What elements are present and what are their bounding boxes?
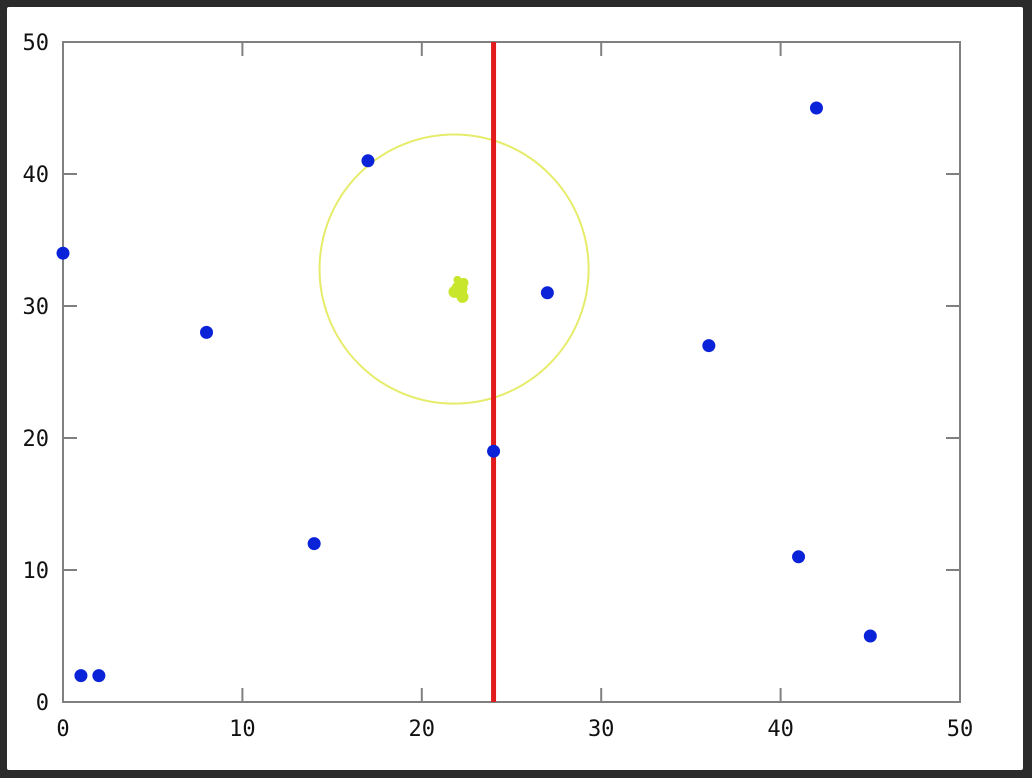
x-tick-label: 30 (588, 717, 615, 742)
y-tick-label: 50 (23, 31, 50, 56)
data-point (56, 246, 70, 260)
x-tick-label: 50 (947, 717, 974, 742)
y-tick-label: 40 (23, 163, 50, 188)
query-point (448, 275, 469, 303)
data-point (702, 339, 716, 353)
search-circle (318, 133, 590, 405)
data-point (361, 154, 375, 168)
data-point (74, 669, 88, 683)
tick-labels: 0 10 20 30 40 50 0 10 20 30 40 50 (23, 31, 974, 742)
y-tick-label: 30 (23, 295, 50, 320)
y-tick-label: 10 (23, 559, 50, 584)
data-point (307, 537, 321, 551)
x-tick-label: 20 (409, 717, 436, 742)
data-point (792, 550, 806, 564)
data-point (540, 286, 554, 300)
axes (62, 41, 961, 703)
data-point (487, 444, 501, 458)
scatter-plot: 0 10 20 30 40 50 0 10 20 30 40 50 (23, 31, 974, 742)
y-tick-label: 0 (36, 691, 49, 716)
query-point-blob (456, 290, 469, 303)
plot-frame: 0 10 20 30 40 50 0 10 20 30 40 50 (7, 7, 1023, 770)
ticks (62, 41, 961, 703)
y-tick-label: 20 (23, 427, 50, 452)
data-layer (56, 42, 877, 702)
data-point (92, 669, 106, 683)
x-tick-label: 40 (767, 717, 794, 742)
data-point (200, 325, 214, 339)
query-point-blob (453, 275, 462, 284)
x-tick-label: 10 (229, 717, 256, 742)
data-point (863, 629, 877, 643)
plot-border (62, 41, 961, 703)
x-tick-label: 0 (56, 717, 69, 742)
data-point (809, 101, 823, 115)
